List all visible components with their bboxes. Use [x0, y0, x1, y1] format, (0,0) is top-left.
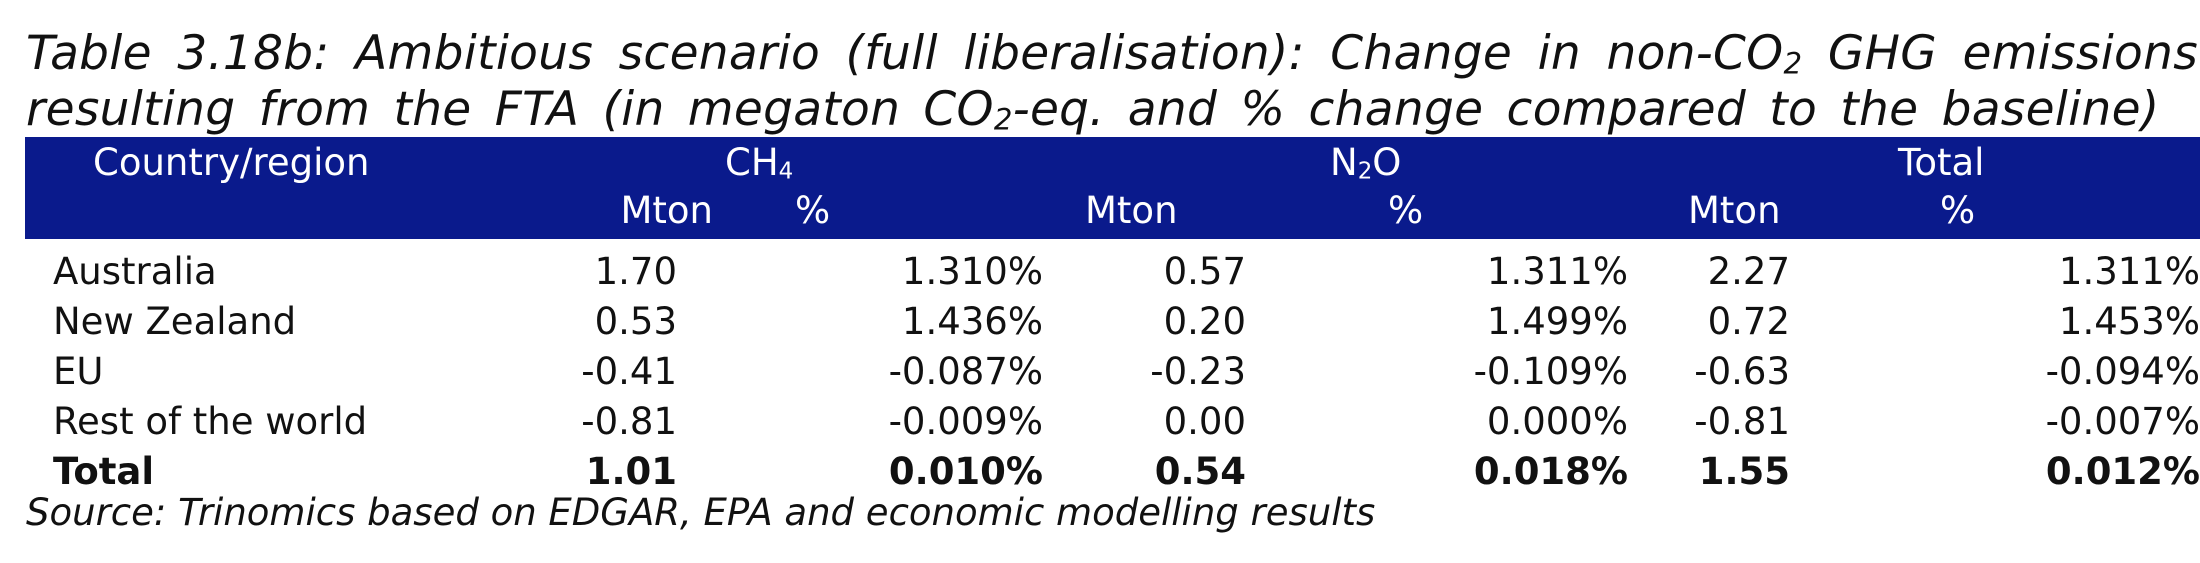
cell-n2o-pct: -0.109% [1473, 350, 1628, 393]
header-spacer [1628, 137, 1858, 189]
header-n2o: N2O [1298, 137, 1628, 189]
cell-total-pct: 0.012% [2045, 450, 2200, 493]
header-spacer [1043, 137, 1298, 189]
cell-n2o-pct: 0.018% [1473, 450, 1628, 493]
cell-n2o-mton: 0.57 [1163, 250, 1246, 293]
table-row-total: Total 1.01 0.010% 0.54 0.018% 1.55 0.012… [25, 447, 2200, 497]
header-ch4-pct: % [795, 189, 831, 232]
header-total-pct: % [1940, 189, 1976, 232]
row-country: Total [53, 450, 155, 493]
cell-total-pct: 1.311% [2058, 250, 2200, 293]
cell-n2o-mton: 0.00 [1163, 400, 1246, 443]
row-country: EU [53, 350, 104, 393]
cell-ch4-pct: 1.310% [901, 250, 1043, 293]
caption-subscript: 2 [993, 102, 1013, 137]
header-n2o-mton: Mton [1085, 189, 1178, 232]
cell-total-mton: -0.81 [1694, 400, 1790, 443]
cell-n2o-pct: 1.311% [1486, 250, 1628, 293]
cell-ch4-mton: 0.53 [594, 300, 677, 343]
caption-line-2: resulting from the FTA (in megaton CO2-e… [26, 82, 2198, 138]
header-spacer [470, 137, 725, 189]
header-row-groups: Country/region CH4 N2O Total [25, 137, 2200, 189]
cell-ch4-mton: 1.70 [594, 250, 677, 293]
table-row: Australia 1.70 1.310% 0.57 1.311% 2.27 1… [25, 239, 2200, 297]
row-country: Rest of the world [53, 400, 368, 443]
header-ch4: CH4 [725, 137, 1043, 189]
cell-total-mton: 0.72 [1707, 300, 1790, 343]
cell-total-pct: -0.007% [2045, 400, 2200, 443]
header-total-mton: Mton [1688, 189, 1781, 232]
header-country-region: Country/region [93, 141, 370, 184]
cell-n2o-pct: 1.499% [1486, 300, 1628, 343]
caption-line-1: Table 3.18b: Ambitious scenario (full li… [26, 26, 2198, 82]
header-n2o-label: O [1372, 141, 1402, 184]
row-country: New Zealand [53, 300, 297, 343]
cell-ch4-pct: -0.087% [888, 350, 1043, 393]
caption-text: Table 3.18b: Ambitious scenario (full li… [26, 26, 1784, 81]
cell-ch4-pct: 1.436% [901, 300, 1043, 343]
cell-ch4-mton: 1.01 [585, 450, 677, 493]
cell-total-mton: -0.63 [1694, 350, 1790, 393]
cell-n2o-pct: 0.000% [1486, 400, 1628, 443]
cell-ch4-mton: -0.81 [581, 400, 677, 443]
table-header: Country/region CH4 N2O Total Mton % Mton… [25, 137, 2200, 239]
source-note: Source: Trinomics based on EDGAR, EPA an… [26, 491, 1376, 534]
cell-n2o-mton: 0.54 [1154, 450, 1246, 493]
table-row: Rest of the world -0.81 -0.009% 0.00 0.0… [25, 397, 2200, 447]
row-country: Australia [53, 250, 217, 293]
header-ch4-mton: Mton [620, 189, 713, 232]
header-n2o-subscript: 2 [1357, 158, 1373, 185]
emissions-table-container: Country/region CH4 N2O Total Mton % Mton… [25, 137, 2200, 497]
caption-text: -eq. and % change compared to the baseli… [1012, 82, 2160, 137]
cell-ch4-pct: 0.010% [888, 450, 1043, 493]
header-total: Total [1898, 141, 1985, 184]
caption-subscript: 2 [1783, 46, 1803, 81]
cell-total-mton: 1.55 [1698, 450, 1790, 493]
cell-n2o-mton: -0.23 [1150, 350, 1246, 393]
table-body: Australia 1.70 1.310% 0.57 1.311% 2.27 1… [25, 239, 2200, 497]
header-ch4-subscript: 4 [778, 158, 794, 185]
header-ch4-label: CH [725, 141, 779, 184]
table-row: New Zealand 0.53 1.436% 0.20 1.499% 0.72… [25, 297, 2200, 347]
emissions-table: Country/region CH4 N2O Total Mton % Mton… [25, 137, 2200, 497]
cell-total-mton: 2.27 [1707, 250, 1790, 293]
cell-ch4-pct: -0.009% [888, 400, 1043, 443]
header-n2o-label: N [1330, 141, 1358, 184]
cell-total-pct: 1.453% [2058, 300, 2200, 343]
header-row-units: Mton % Mton % Mton % [25, 189, 2200, 239]
header-spacer [25, 189, 470, 239]
table-row: EU -0.41 -0.087% -0.23 -0.109% -0.63 -0.… [25, 347, 2200, 397]
caption-text: resulting from the FTA (in megaton CO [26, 82, 994, 137]
table-caption: Table 3.18b: Ambitious scenario (full li… [26, 26, 2198, 138]
cell-n2o-mton: 0.20 [1163, 300, 1246, 343]
cell-total-pct: -0.094% [2045, 350, 2200, 393]
header-n2o-pct: % [1388, 189, 1424, 232]
cell-ch4-mton: -0.41 [581, 350, 677, 393]
caption-text: GHG emissions [1802, 26, 2198, 81]
